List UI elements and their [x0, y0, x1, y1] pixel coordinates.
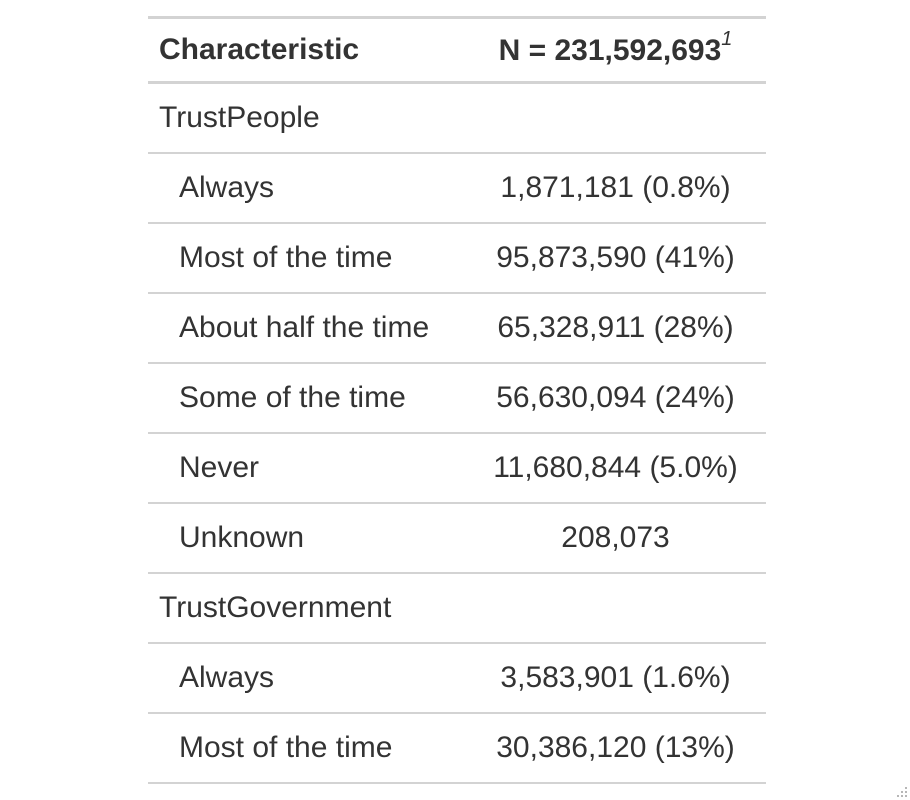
header-n-label: N = 231,592,693	[498, 34, 722, 67]
level-label: Most of the time	[148, 223, 465, 294]
level-value: 65,328,911 (28%)	[465, 293, 766, 364]
level-value: 208,073	[465, 503, 766, 574]
level-value: 30,386,120 (13%)	[465, 713, 766, 784]
table-row: About half the time 65,328,911 (28%)	[148, 293, 766, 364]
header-row: Characteristic N = 231,592,6931	[148, 17, 766, 84]
table-row: Unknown 208,073	[148, 503, 766, 574]
level-value: 3,583,901 (1.6%)	[465, 643, 766, 714]
group-label: TrustGovernment	[148, 573, 465, 644]
level-value: 95,873,590 (41%)	[465, 223, 766, 294]
table-row: Most of the time 30,386,120 (13%)	[148, 713, 766, 784]
level-value: 1,871,181 (0.8%)	[465, 153, 766, 224]
header-characteristic: Characteristic	[148, 17, 465, 84]
level-label: Most of the time	[148, 713, 465, 784]
summary-table: Characteristic N = 231,592,6931 TrustPeo…	[148, 16, 766, 784]
table-row: Always 1,871,181 (0.8%)	[148, 153, 766, 224]
level-label: Always	[148, 153, 465, 224]
group-row-trustpeople: TrustPeople	[148, 82, 766, 154]
footnote-marker: 1	[721, 28, 733, 50]
table-row: Some of the time 56,630,094 (24%)	[148, 363, 766, 434]
group-row-trustgovernment: TrustGovernment	[148, 573, 766, 644]
header-n: N = 231,592,6931	[465, 17, 766, 84]
group-value-empty	[465, 573, 766, 644]
table-row: Always 3,583,901 (1.6%)	[148, 643, 766, 714]
level-label: About half the time	[148, 293, 465, 364]
group-label: TrustPeople	[148, 82, 465, 154]
level-value: 11,680,844 (5.0%)	[465, 433, 766, 504]
resize-grip-icon[interactable]	[894, 784, 908, 798]
table-row: Most of the time 95,873,590 (41%)	[148, 223, 766, 294]
level-label: Unknown	[148, 503, 465, 574]
summary-table-container: Characteristic N = 231,592,6931 TrustPeo…	[148, 16, 766, 784]
table-row: Never 11,680,844 (5.0%)	[148, 433, 766, 504]
group-value-empty	[465, 82, 766, 154]
level-label: Some of the time	[148, 363, 465, 434]
level-value: 56,630,094 (24%)	[465, 363, 766, 434]
level-label: Never	[148, 433, 465, 504]
level-label: Always	[148, 643, 465, 714]
